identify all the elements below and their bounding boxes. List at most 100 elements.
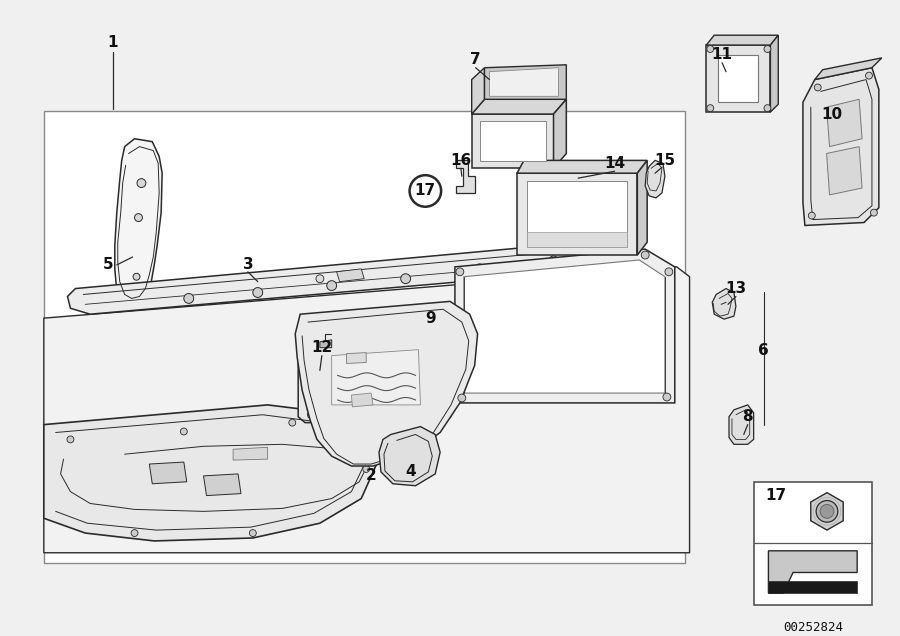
Circle shape [137, 179, 146, 188]
Polygon shape [517, 160, 647, 173]
Polygon shape [44, 267, 689, 553]
Circle shape [866, 72, 872, 79]
Polygon shape [729, 405, 753, 445]
Polygon shape [115, 139, 162, 309]
Polygon shape [472, 99, 566, 114]
Polygon shape [44, 405, 381, 541]
Circle shape [665, 268, 673, 276]
Circle shape [363, 466, 370, 473]
Polygon shape [472, 67, 484, 114]
Circle shape [536, 184, 542, 191]
Circle shape [327, 280, 337, 291]
Polygon shape [233, 447, 267, 460]
Circle shape [134, 214, 142, 221]
Text: 10: 10 [821, 107, 842, 121]
Polygon shape [637, 160, 647, 255]
Polygon shape [814, 58, 882, 80]
Polygon shape [379, 427, 440, 486]
Text: 9: 9 [425, 310, 436, 326]
Text: 1: 1 [108, 34, 118, 50]
Polygon shape [526, 181, 627, 247]
Text: 7: 7 [471, 52, 481, 67]
Text: 00252824: 00252824 [783, 621, 842, 634]
Polygon shape [718, 55, 758, 102]
Polygon shape [456, 160, 474, 193]
Circle shape [474, 264, 484, 273]
Circle shape [706, 105, 714, 111]
Circle shape [764, 105, 771, 111]
Polygon shape [706, 45, 770, 112]
Polygon shape [203, 474, 241, 495]
Circle shape [706, 46, 714, 52]
Polygon shape [332, 350, 420, 405]
Polygon shape [706, 35, 778, 45]
Circle shape [764, 46, 771, 52]
Circle shape [410, 175, 441, 207]
Polygon shape [454, 249, 675, 403]
Circle shape [308, 410, 317, 419]
Circle shape [820, 504, 834, 518]
Circle shape [249, 530, 256, 537]
Circle shape [458, 394, 466, 402]
Text: 4: 4 [405, 464, 416, 480]
Text: 14: 14 [604, 156, 626, 171]
Text: 5: 5 [103, 258, 113, 272]
Polygon shape [298, 311, 457, 423]
Polygon shape [351, 393, 374, 407]
Text: 16: 16 [450, 153, 472, 168]
Circle shape [348, 431, 355, 438]
Circle shape [808, 212, 815, 219]
Polygon shape [464, 260, 665, 393]
Polygon shape [826, 99, 862, 147]
Polygon shape [712, 289, 736, 319]
Circle shape [411, 322, 419, 330]
Text: 12: 12 [311, 340, 332, 356]
Polygon shape [811, 493, 843, 530]
Circle shape [367, 354, 375, 361]
Circle shape [456, 268, 464, 276]
Text: 3: 3 [243, 258, 253, 272]
Polygon shape [517, 173, 637, 255]
Polygon shape [645, 160, 665, 198]
Circle shape [184, 293, 194, 303]
Polygon shape [320, 340, 332, 348]
Polygon shape [769, 551, 857, 593]
Text: 17: 17 [766, 488, 787, 502]
Polygon shape [307, 322, 447, 416]
Circle shape [870, 209, 878, 216]
Text: 2: 2 [365, 468, 376, 483]
Text: 15: 15 [654, 153, 676, 168]
Polygon shape [44, 111, 685, 563]
Text: 13: 13 [725, 281, 746, 296]
Text: 6: 6 [758, 343, 769, 358]
Polygon shape [472, 114, 554, 169]
Circle shape [404, 451, 413, 461]
Polygon shape [753, 482, 872, 605]
Circle shape [642, 251, 649, 259]
Polygon shape [337, 269, 365, 282]
Polygon shape [526, 232, 627, 247]
Polygon shape [480, 121, 545, 162]
Polygon shape [68, 242, 623, 314]
Text: 17: 17 [415, 183, 436, 198]
Polygon shape [803, 67, 878, 226]
Circle shape [814, 84, 821, 91]
Text: 8: 8 [742, 409, 753, 424]
Circle shape [131, 530, 138, 537]
Circle shape [316, 275, 324, 282]
Circle shape [663, 393, 670, 401]
Polygon shape [484, 65, 566, 99]
Circle shape [374, 371, 385, 384]
Circle shape [308, 333, 317, 342]
Polygon shape [346, 352, 366, 364]
Circle shape [443, 410, 452, 419]
Circle shape [549, 256, 558, 266]
Polygon shape [826, 147, 862, 195]
Circle shape [816, 501, 838, 522]
Circle shape [443, 320, 452, 328]
Polygon shape [554, 99, 566, 169]
Polygon shape [770, 35, 778, 112]
Circle shape [180, 428, 187, 435]
Circle shape [67, 436, 74, 443]
Circle shape [253, 287, 263, 298]
